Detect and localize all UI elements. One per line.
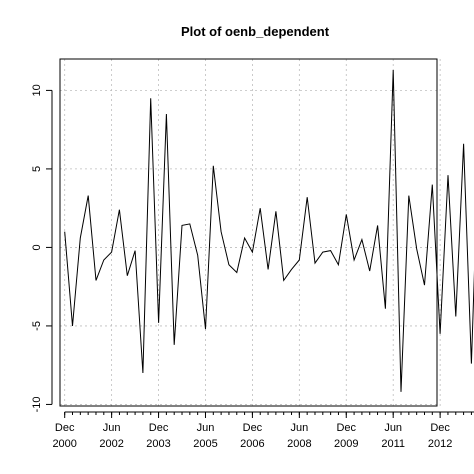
chart-title: Plot of oenb_dependent xyxy=(181,24,330,39)
x-tick-label-month: Dec xyxy=(149,422,169,434)
x-tick-label-year: 2008 xyxy=(287,438,311,450)
x-tick-label-year: 2000 xyxy=(52,438,76,450)
x-tick-label-year: 2009 xyxy=(334,438,358,450)
x-tick-label-month: Jun xyxy=(290,422,308,434)
x-tick-label-month: Jun xyxy=(384,422,402,434)
plot-frame xyxy=(59,58,438,407)
x-tick-label-year: 2011 xyxy=(381,438,405,450)
x-tick-label-month: Jun xyxy=(103,422,121,434)
y-tick-label: 10 xyxy=(31,84,43,96)
x-tick-label-month: Dec xyxy=(243,422,263,434)
x-tick-label-year: 2012 xyxy=(428,438,452,450)
x-tick-label-month: Dec xyxy=(336,422,356,434)
series-layer xyxy=(64,69,474,392)
series-line xyxy=(64,69,474,392)
x-tick-label-month: Dec xyxy=(430,422,450,434)
grid-lines xyxy=(60,59,441,406)
x-tick-label-month: Jun xyxy=(197,422,215,434)
y-tick-label: -5 xyxy=(31,321,43,331)
y-tick-label: -10 xyxy=(31,396,43,412)
x-tick-label-month: Dec xyxy=(55,422,75,434)
y-tick-label: 5 xyxy=(31,166,43,172)
x-tick-label-year: 2005 xyxy=(193,438,217,450)
x-tick-label-year: 2006 xyxy=(240,438,264,450)
x-tick-label-year: 2003 xyxy=(146,438,170,450)
axes: -10 -5 0 5 10 Dec 2000 Jun 2002 Dec 2003 Jun 2005 Dec… xyxy=(31,84,474,450)
x-tick-label-year: 2002 xyxy=(99,438,123,450)
y-tick-label: 0 xyxy=(31,244,43,250)
